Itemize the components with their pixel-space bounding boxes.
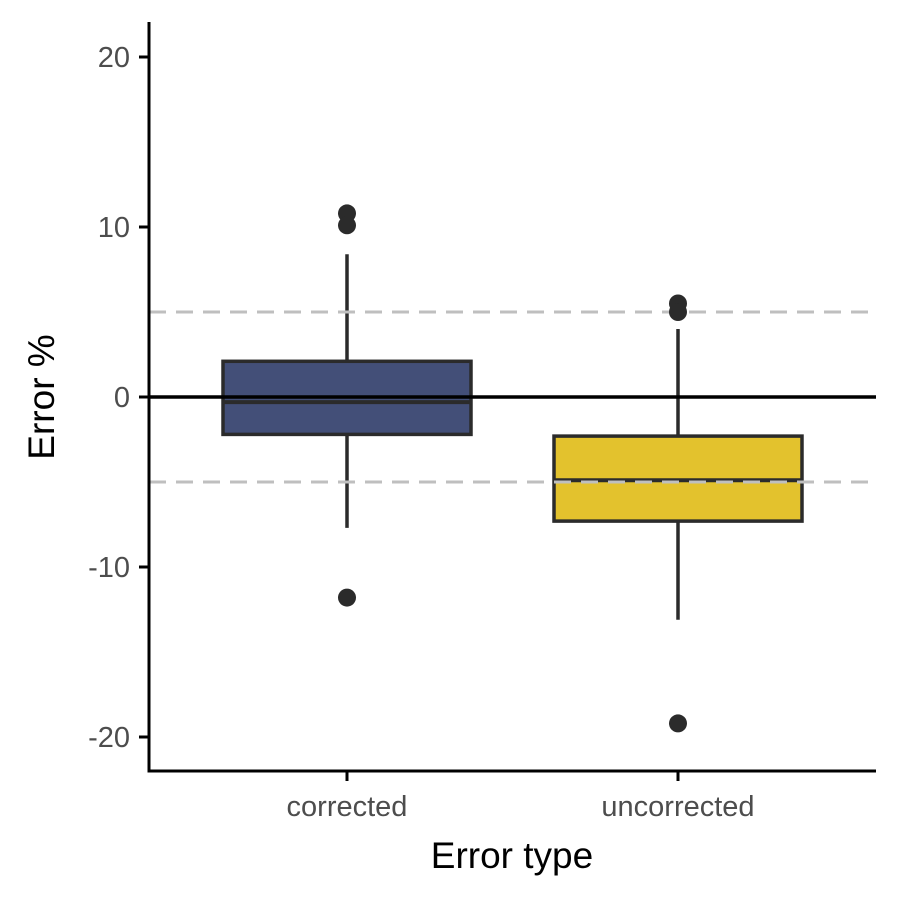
- box-uncorrected: [552, 329, 804, 620]
- outlier-point: [669, 303, 687, 321]
- y-tick-label: -10: [88, 552, 130, 584]
- x-tick-label-corrected: corrected: [287, 791, 408, 823]
- y-tick-label: 20: [98, 42, 130, 74]
- axes-layer: 20 10 0 -10 -20 corrected uncorrected: [88, 22, 876, 823]
- y-axis-title: Error %: [21, 334, 62, 459]
- y-tick-label: 10: [98, 212, 130, 244]
- y-tick-label: -20: [88, 722, 130, 754]
- x-axis-title: Error type: [431, 835, 593, 876]
- y-tick-label: 0: [114, 382, 130, 414]
- outlier-point: [669, 714, 687, 733]
- x-tick-label-uncorrected: uncorrected: [601, 791, 754, 823]
- box-corrected: [221, 254, 473, 528]
- boxes-layer: [221, 254, 804, 620]
- outlier-point: [338, 216, 356, 235]
- outliers-layer: [338, 204, 687, 733]
- reference-lines-layer: [149, 310, 876, 484]
- outlier-point: [338, 588, 356, 607]
